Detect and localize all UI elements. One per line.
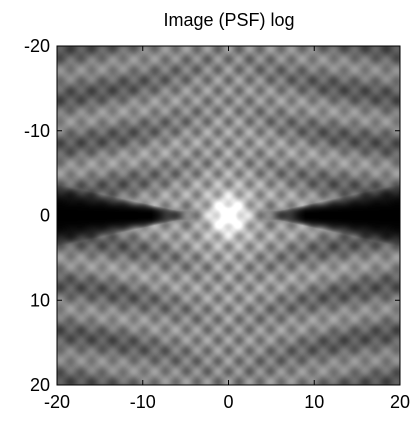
x-tick-label: -10 [130,392,156,412]
y-tick-label: -20 [24,36,50,56]
y-tick-label: 0 [40,206,50,226]
y-tick-label: -10 [24,121,50,141]
y-tick-label: 10 [30,290,50,310]
x-axis: -20 -10 0 10 20 [44,46,410,412]
x-tick-label: 10 [304,392,324,412]
x-tick-label: 20 [390,392,410,412]
chart-title: Image (PSF) log [163,10,294,30]
y-tick-label: 20 [30,375,50,395]
x-tick-label: 0 [223,392,233,412]
psf-heatmap-image [57,46,400,385]
x-tick-label: -20 [44,392,70,412]
y-axis: -20 -10 0 10 20 [24,36,400,395]
